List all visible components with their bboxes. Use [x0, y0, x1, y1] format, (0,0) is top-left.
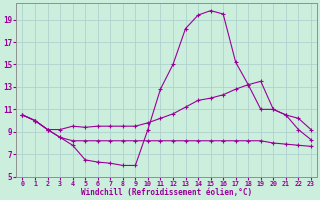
X-axis label: Windchill (Refroidissement éolien,°C): Windchill (Refroidissement éolien,°C): [81, 188, 252, 197]
